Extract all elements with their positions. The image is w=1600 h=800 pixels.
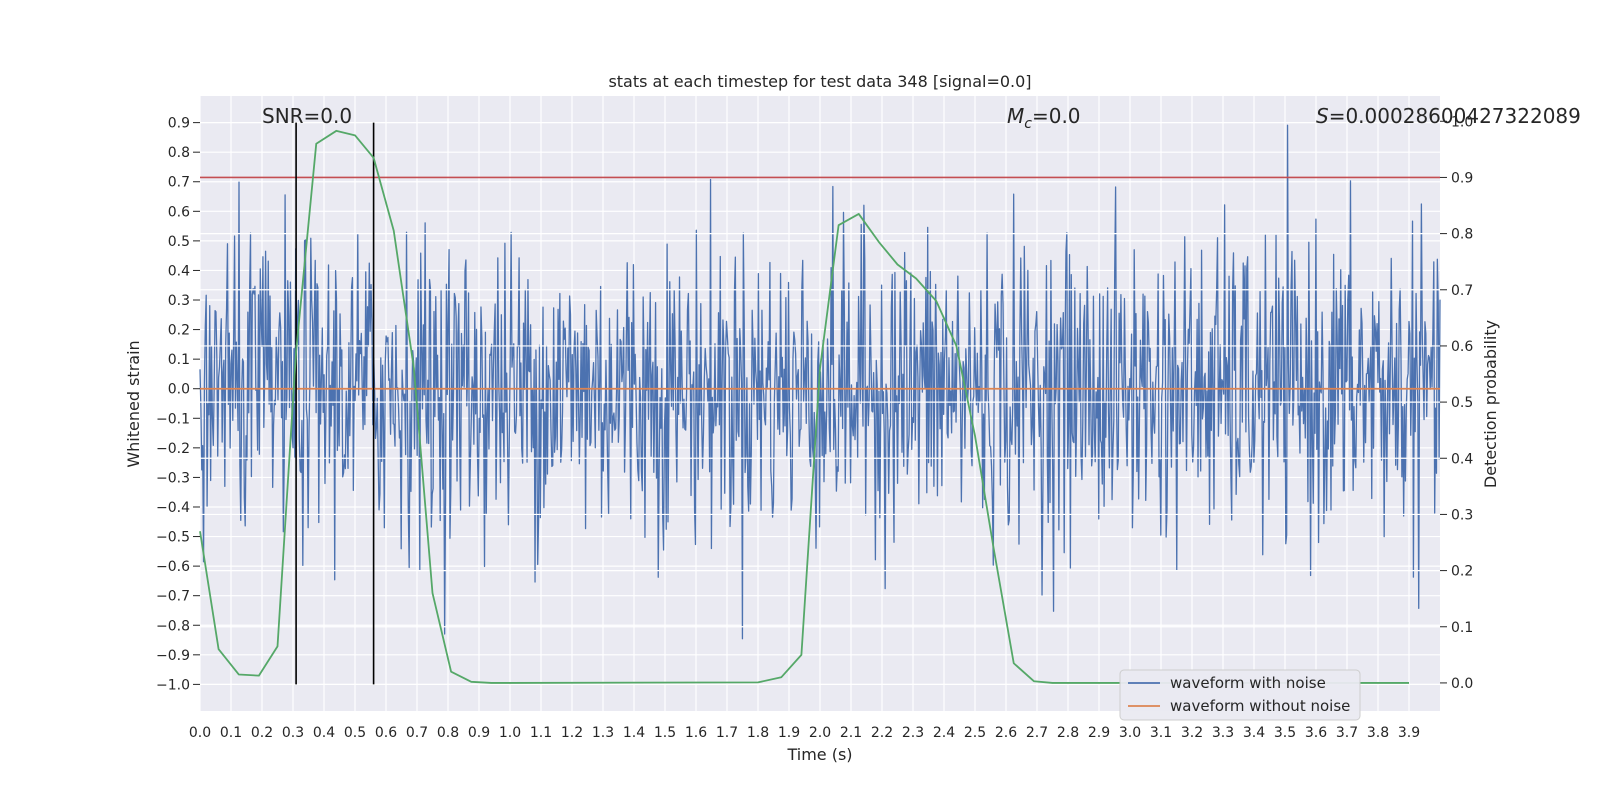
x-tick-label: 2.2 <box>871 725 893 741</box>
y-tick-label: −0.6 <box>156 559 190 575</box>
chirp-mass-subscript: c <box>1024 116 1032 132</box>
s-value: =0.00028600427322089 <box>1329 104 1581 128</box>
chirp-mass-value: =0.0 <box>1032 104 1081 128</box>
y-tick-label: 0.2 <box>168 323 190 339</box>
chart-title: stats at each timestep for test data 348… <box>608 72 1031 91</box>
x-tick-label: 3.8 <box>1367 725 1389 741</box>
x-tick-label: 0.1 <box>220 725 242 741</box>
y-tick-label: 0.5 <box>168 234 190 250</box>
x-tick-label: 0.0 <box>189 725 211 741</box>
chirp-mass-symbol: M <box>1007 104 1024 128</box>
axes: 0.0 0.1 0.2 0.3 0.4 0.5 0.6 0.7 0.8 0.9 1.0 1.1 1.2 1… <box>156 114 1473 741</box>
y-tick-label: 0.7 <box>168 175 190 191</box>
legend-box <box>1119 669 1361 721</box>
overlays <box>200 122 1440 685</box>
y-tick-label: −0.1 <box>156 411 190 427</box>
x-tick-label: 2.7 <box>1026 725 1048 741</box>
y-tick-label: 0.8 <box>168 145 190 161</box>
y2-tick-label: 0.1 <box>1451 620 1473 636</box>
x-tick-label: 1.3 <box>592 725 614 741</box>
x-tick-label: 2.4 <box>933 725 955 741</box>
x-tick-label: 0.8 <box>437 725 459 741</box>
series-detection-probability <box>199 129 1409 684</box>
x-tick-label: 2.6 <box>995 725 1017 741</box>
x-tick-label: 1.2 <box>561 725 583 741</box>
x-tick-label: 1.6 <box>685 725 707 741</box>
x-tick-label: 2.8 <box>1057 725 1079 741</box>
x-tick-label: 0.6 <box>375 725 397 741</box>
y-tick-label: −1.0 <box>156 677 190 693</box>
x-tick-label: 3.7 <box>1336 725 1358 741</box>
y-tick-label: −0.3 <box>156 470 190 486</box>
y-tick-label: 0.0 <box>168 382 190 398</box>
x-tick-label: 0.5 <box>344 725 366 741</box>
series-waveform-with-noise <box>199 124 1441 640</box>
snr-annotation: SNR=0.0 <box>262 104 352 128</box>
y-tick-label: −0.5 <box>156 530 190 546</box>
detection-probability-line <box>199 129 1409 684</box>
x-tick-label: 1.1 <box>530 725 552 741</box>
s-annotation: S=0.00028600427322089 <box>1316 104 1581 128</box>
x-tick-label: 1.4 <box>623 725 645 741</box>
y2-tick-label: 0.6 <box>1451 339 1473 355</box>
chirp-mass-annotation: Mc=0.0 <box>1007 104 1081 132</box>
legend-label-waveform-without-noise: waveform without noise <box>1170 697 1350 715</box>
y-tick-label: −0.7 <box>156 589 190 605</box>
y-tick-label: 0.4 <box>168 263 190 279</box>
y2-tick-label: 1.0 <box>1451 114 1473 130</box>
x-tick-label: 1.8 <box>747 725 769 741</box>
x-tick-label: 3.5 <box>1274 725 1296 741</box>
y-tick-label: −0.8 <box>156 618 190 634</box>
x-tick-label: 0.3 <box>282 725 304 741</box>
y-tick-label: −0.4 <box>156 500 190 516</box>
y2-tick-label: 0.0 <box>1451 676 1473 692</box>
y2-tick-label: 0.4 <box>1451 451 1473 467</box>
x-tick-label: 1.9 <box>778 725 800 741</box>
x-tick-label: 0.7 <box>406 725 428 741</box>
x-tick-label: 3.6 <box>1305 725 1327 741</box>
s-symbol: S <box>1316 104 1329 128</box>
x-tick-label: 3.0 <box>1119 725 1141 741</box>
y2-tick-label: 0.5 <box>1451 395 1473 411</box>
x-tick-label: 1.7 <box>716 725 738 741</box>
x-tick-label: 1.5 <box>654 725 676 741</box>
legend: waveform with noise waveform without noi… <box>1119 669 1361 721</box>
y2-tick-label: 0.8 <box>1451 227 1473 243</box>
y-tick-label: −0.9 <box>156 648 190 664</box>
x-tick-label: 3.2 <box>1181 725 1203 741</box>
y-axis-label: Whitened strain <box>124 340 143 467</box>
y2-tick-label: 0.3 <box>1451 507 1473 523</box>
x-tick-label: 1.0 <box>499 725 521 741</box>
y-tick-label: 0.6 <box>168 204 190 220</box>
y2-tick-label: 0.7 <box>1451 283 1473 299</box>
x-tick-label: 3.3 <box>1212 725 1234 741</box>
x-tick-label: 3.4 <box>1243 725 1265 741</box>
noise-waveform-line <box>199 124 1441 640</box>
x-axis-label: Time (s) <box>786 745 852 764</box>
x-tick-label: 0.2 <box>251 725 273 741</box>
y-tick-label: 0.3 <box>168 293 190 309</box>
y-tick-label: 0.9 <box>168 116 190 132</box>
x-tick-label: 3.9 <box>1398 725 1420 741</box>
x-tick-label: 0.9 <box>468 725 490 741</box>
y2-axis-label: Detection probability <box>1481 320 1500 488</box>
grid <box>199 96 1440 711</box>
y-tick-label: 0.1 <box>168 352 190 368</box>
y2-tick-label: 0.9 <box>1451 170 1473 186</box>
x-tick-label: 2.5 <box>964 725 986 741</box>
x-tick-label: 0.4 <box>313 725 335 741</box>
y2-tick-label: 0.2 <box>1451 564 1473 580</box>
x-tick-label: 2.1 <box>840 725 862 741</box>
x-tick-label: 2.3 <box>902 725 924 741</box>
legend-label-waveform-with-noise: waveform with noise <box>1170 674 1326 692</box>
x-tick-label: 2.0 <box>809 725 831 741</box>
y-tick-label: −0.2 <box>156 441 190 457</box>
x-tick-label: 3.1 <box>1150 725 1172 741</box>
x-tick-label: 2.9 <box>1088 725 1110 741</box>
